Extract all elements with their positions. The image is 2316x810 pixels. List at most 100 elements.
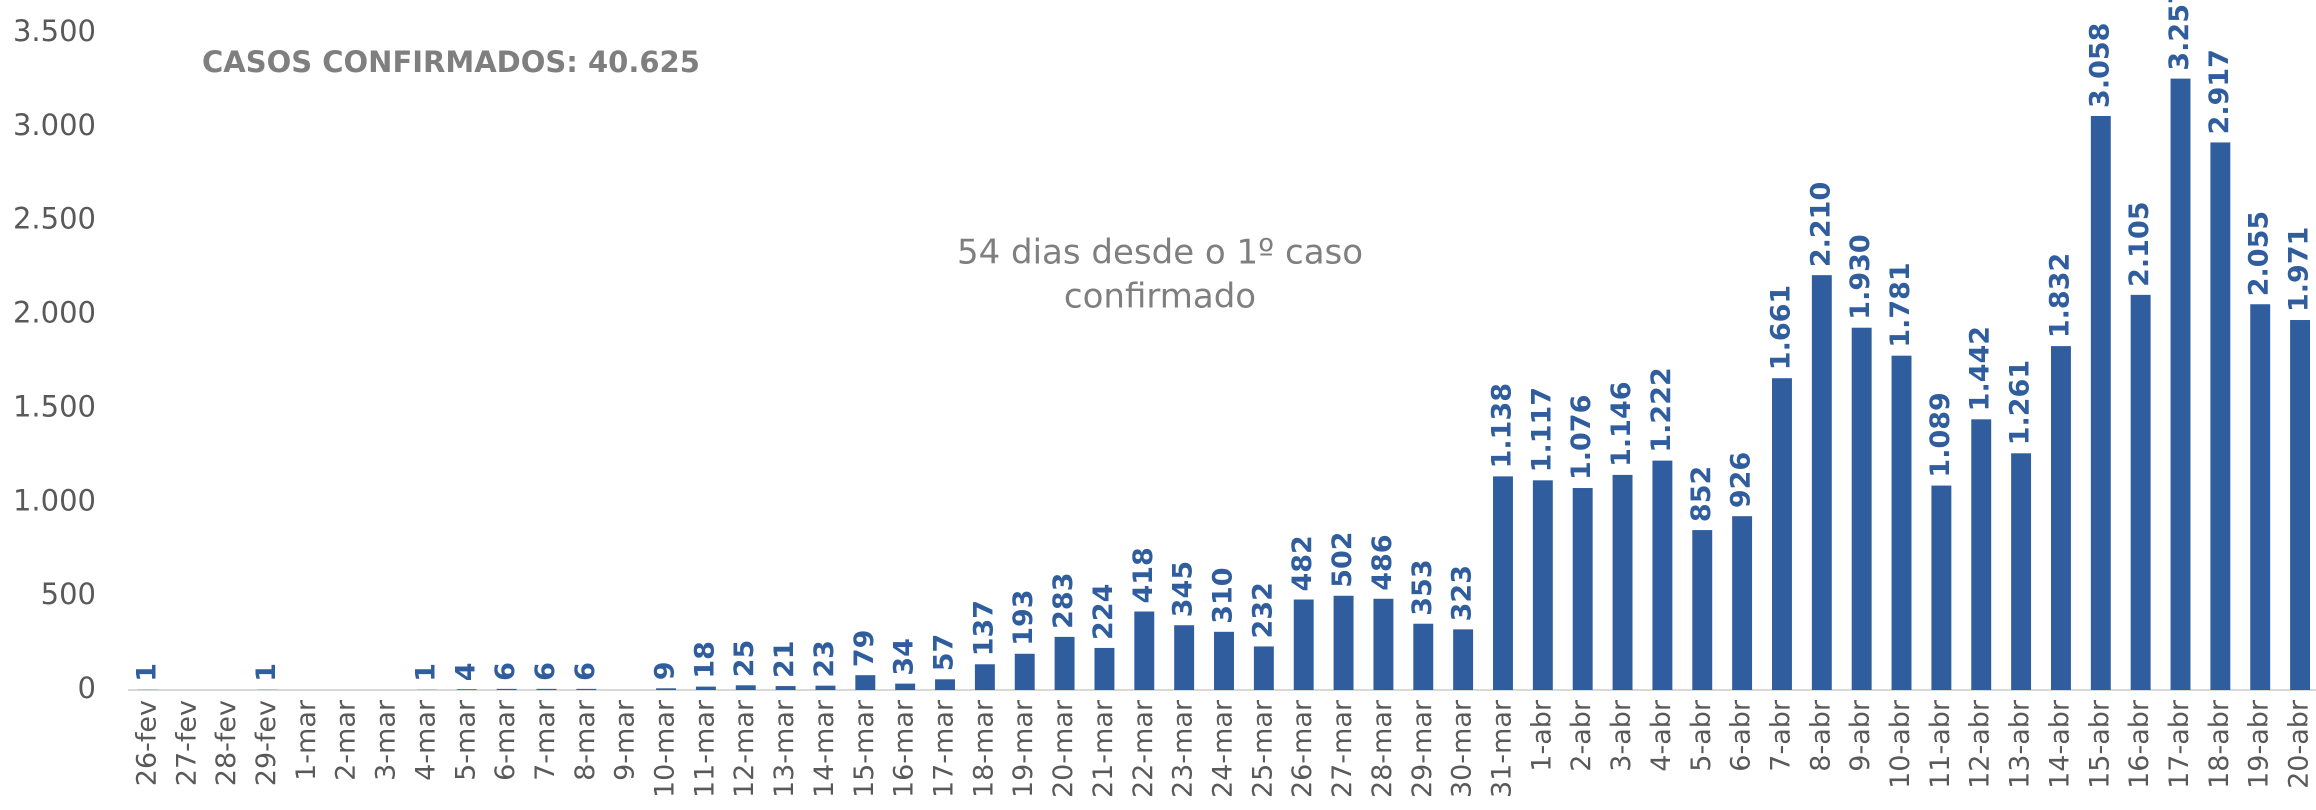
data-label: 1.117 (1526, 387, 1557, 472)
x-tick-label: 27-fev (171, 700, 202, 786)
x-tick-label: 3-abr (1606, 699, 1637, 772)
y-tick-label: 2.500 (13, 202, 96, 236)
bar (1493, 476, 1513, 690)
data-label: 137 (968, 600, 999, 656)
chart-title: CASOS CONFIRMADOS: 40.625 (202, 45, 700, 79)
data-label: 1.146 (1606, 381, 1637, 466)
bar (1891, 355, 1912, 690)
y-tick-label: 0 (78, 671, 96, 705)
bar (536, 688, 557, 690)
data-label: 1.781 (1885, 262, 1916, 347)
x-tick-label: 29-fev (251, 700, 282, 786)
x-tick-label: 19-abr (2244, 699, 2275, 789)
x-tick-label: 11-mar (689, 699, 720, 798)
data-label: 283 (1048, 573, 1079, 629)
bar (2250, 304, 2271, 690)
data-label: 9 (650, 662, 681, 681)
bar (1293, 599, 1314, 690)
x-tick-label: 7-abr (1765, 699, 1796, 772)
bar (496, 688, 517, 690)
x-tick-label: 22-mar (1128, 699, 1159, 798)
x-tick-label: 4-abr (1646, 699, 1677, 772)
x-tick-label: 10-abr (1885, 699, 1916, 789)
x-tick-label: 23-mar (1168, 699, 1199, 798)
data-label: 21 (769, 640, 800, 678)
data-label: 310 (1208, 567, 1239, 623)
data-label: 6 (530, 662, 561, 681)
x-tick-label: 2-abr (1566, 699, 1597, 772)
x-tick-label: 19-mar (1008, 699, 1039, 798)
bar (1532, 480, 1553, 690)
bar (2210, 142, 2231, 690)
x-tick-label: 2-mar (331, 699, 362, 781)
bar (656, 688, 676, 690)
data-label: 482 (1287, 535, 1318, 591)
bar (2050, 346, 2071, 690)
bar (935, 679, 955, 690)
x-tick-label: 29-mar (1407, 699, 1438, 798)
bar (2290, 320, 2311, 690)
x-tick-label: 1-abr (1526, 699, 1557, 772)
x-tick-label: 5-mar (450, 699, 481, 781)
y-tick-label: 500 (41, 577, 96, 611)
bar (1333, 595, 1354, 690)
x-tick-label: 1-mar (291, 699, 322, 781)
bar (974, 664, 995, 690)
bar (855, 675, 876, 690)
y-tick-label: 2.000 (13, 296, 96, 330)
bar (1094, 647, 1115, 690)
bar (1014, 653, 1035, 690)
bar (1253, 646, 1274, 690)
bar (1134, 611, 1155, 690)
x-tick-label: 6-mar (490, 699, 521, 781)
bar (2090, 115, 2111, 690)
x-tick-label: 8-mar (570, 699, 601, 781)
x-tick-label: 28-fev (211, 700, 242, 786)
x-tick-label: 3-mar (371, 699, 402, 781)
x-tick-label: 24-mar (1208, 699, 1239, 798)
data-label: 224 (1088, 584, 1119, 640)
data-label: 345 (1168, 561, 1199, 617)
data-label: 1.138 (1486, 383, 1517, 468)
x-tick-label: 26-fev (131, 700, 162, 786)
x-tick-label: 18-mar (968, 699, 999, 798)
data-label: 34 (889, 638, 920, 676)
bar (1054, 636, 1075, 690)
y-tick-label: 3.000 (13, 108, 96, 142)
bar (2011, 453, 2032, 690)
bar (1971, 419, 1992, 690)
data-label: 18 (689, 641, 720, 679)
x-tick-label: 8-abr (1805, 699, 1836, 772)
bar (1453, 629, 1474, 690)
bar (735, 685, 756, 690)
data-label: 1 (410, 663, 441, 682)
x-tick-label: 18-abr (2204, 699, 2235, 789)
x-tick-label: 21-mar (1088, 699, 1119, 798)
x-tick-label: 31-mar (1486, 699, 1517, 798)
data-label: 193 (1008, 589, 1039, 645)
x-tick-label: 10-mar (650, 699, 681, 798)
bar (695, 686, 716, 690)
data-label: 1.222 (1646, 367, 1677, 452)
x-tick-label: 16-mar (889, 699, 920, 798)
data-label: 1.442 (1965, 326, 1996, 411)
bar (1851, 327, 1872, 690)
x-tick-label: 15-mar (849, 699, 880, 798)
data-label: 23 (809, 640, 840, 678)
bar (1214, 631, 1234, 690)
bar (1652, 460, 1673, 690)
x-tick-label: 4-mar (410, 699, 441, 781)
data-label: 1.089 (1925, 392, 1956, 477)
data-label: 2.105 (2124, 201, 2155, 286)
bar (2170, 78, 2191, 691)
annotation: confirmado (1064, 277, 1256, 317)
bar (1373, 598, 1394, 690)
x-tick-label: 26-mar (1287, 699, 1318, 798)
data-label: 323 (1447, 565, 1478, 621)
bar (815, 685, 836, 690)
bar (1572, 488, 1593, 690)
annotation: 54 dias desde o 1º caso (957, 233, 1363, 273)
x-tick-label: 27-mar (1327, 699, 1358, 798)
